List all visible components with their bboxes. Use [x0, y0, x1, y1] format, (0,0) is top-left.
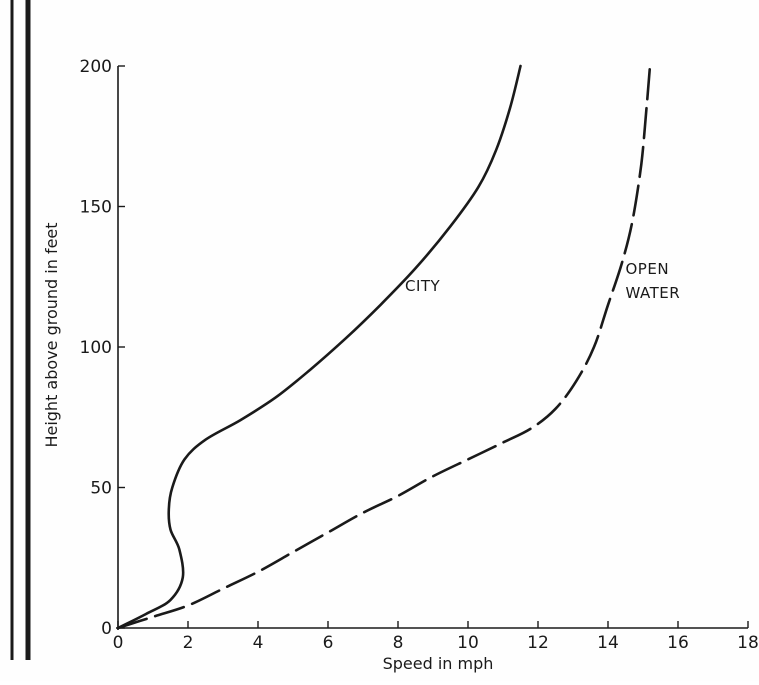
x-tick-label: 10 [457, 633, 479, 653]
y-tick-label: 200 [80, 57, 112, 77]
y-tick-label: 150 [80, 198, 112, 218]
series [116, 64, 652, 630]
ticks: 0 2 4 6 8 10 12 14 16 18 0 50 100 150 200 [80, 57, 759, 653]
x-tick-label: 12 [527, 633, 549, 653]
x-axis-title: Speed in mph [383, 654, 494, 673]
series-line-open-water [116, 64, 652, 630]
series-label-open-water: WATER [626, 284, 681, 302]
y-tick-label: 50 [90, 479, 112, 499]
y-tick-label: 0 [101, 619, 112, 639]
y-tick-label: 100 [80, 338, 112, 358]
x-tick-label: 6 [323, 633, 334, 653]
x-tick-label: 4 [253, 633, 264, 653]
y-axis-title: Height above ground in feet [42, 222, 61, 447]
labels: CITY OPEN WATER [405, 260, 680, 302]
x-tick-label: 18 [737, 633, 759, 653]
x-tick-label: 16 [667, 633, 689, 653]
x-tick-label: 14 [597, 633, 619, 653]
series-label-open-water: OPEN [626, 260, 670, 278]
x-tick-label: 2 [183, 633, 194, 653]
series-label-city: CITY [405, 277, 441, 295]
x-tick-label: 0 [113, 633, 124, 653]
axes [116, 66, 748, 630]
x-tick-label: 8 [393, 633, 404, 653]
series-line-city [116, 64, 522, 630]
